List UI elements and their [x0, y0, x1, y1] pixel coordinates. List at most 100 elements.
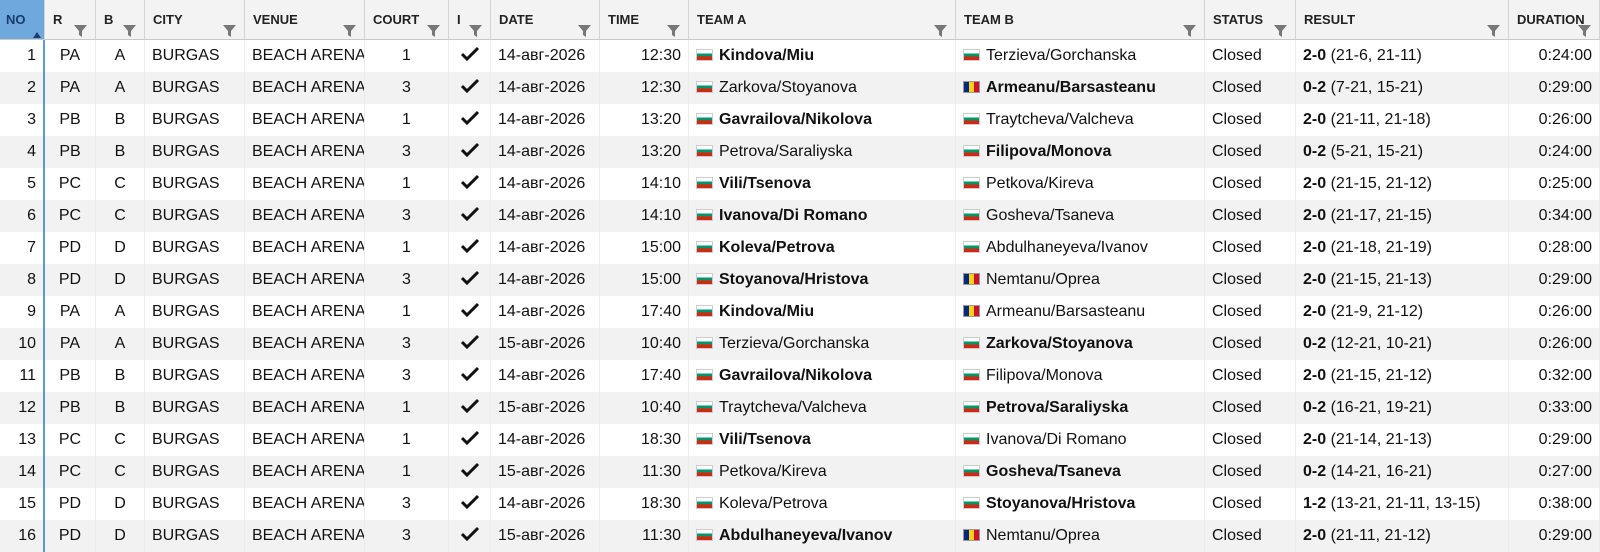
cell: PD [45, 264, 96, 296]
cell-value: BURGAS [152, 111, 220, 128]
cell: Terzieva/Gorchanska [689, 328, 956, 360]
filter-button[interactable] [1487, 13, 1500, 39]
header-label: NO [6, 12, 26, 27]
set-scores: (21-9, 21-12) [1330, 303, 1424, 320]
cell-value: D [114, 527, 126, 544]
flag [963, 177, 980, 189]
cell-value: 7 [27, 239, 36, 256]
cell-value: PD [58, 527, 82, 544]
filter-button[interactable] [1578, 13, 1591, 39]
team-b: Stoyanova/Hristova [986, 495, 1136, 512]
column-header[interactable]: DURATION [1509, 0, 1600, 40]
cell: Closed [1205, 104, 1296, 136]
filter-button[interactable] [74, 13, 87, 39]
column-header[interactable]: B [96, 0, 145, 40]
flag [963, 465, 980, 477]
check-icon [460, 430, 479, 448]
column-header[interactable]: DATE [491, 0, 600, 40]
cell: 12 [0, 392, 45, 424]
cell-value: PB [59, 143, 81, 160]
column-header[interactable]: TIME [600, 0, 689, 40]
flag [963, 241, 980, 253]
team-a: Vili/Tsenova [719, 175, 811, 192]
column-header[interactable]: RESULT [1296, 0, 1509, 40]
cell-value: 18:30 [640, 495, 681, 512]
cell-value: 14-авг-2026 [498, 207, 586, 224]
column-header[interactable]: TEAM B [956, 0, 1205, 40]
cell: PB [45, 360, 96, 392]
flag [696, 529, 713, 541]
cell-value: PC [58, 175, 82, 192]
cell-value: PA [59, 47, 81, 64]
cell: BEACH ARENA [245, 424, 365, 456]
cell-value: 14-авг-2026 [498, 367, 586, 384]
cell: Gosheva/Tsaneva [956, 456, 1205, 488]
cell: PB [45, 392, 96, 424]
column-header[interactable]: CITY [145, 0, 245, 40]
cell-value: 0:25:00 [1538, 175, 1592, 192]
cell-value: 1 [402, 303, 411, 320]
cell: 13:20 [600, 136, 689, 168]
filter-button[interactable] [934, 13, 947, 39]
cell: Zarkova/Stoyanova [956, 328, 1205, 360]
filter-button[interactable] [343, 13, 356, 39]
team-a: Zarkova/Stoyanova [719, 79, 857, 96]
filter-button[interactable] [1274, 13, 1287, 39]
match-score: 2-0 [1303, 239, 1327, 256]
filter-button[interactable] [427, 13, 440, 39]
match-score: 0-2 [1303, 399, 1327, 416]
team-a: Petrova/Saraliyska [719, 143, 853, 160]
column-header[interactable]: COURT [365, 0, 449, 40]
cell-value: 14-авг-2026 [498, 431, 586, 448]
cell-value: C [114, 175, 126, 192]
filter-button[interactable] [469, 13, 482, 39]
filter-button[interactable] [123, 13, 136, 39]
cell: PA [45, 72, 96, 104]
filter-button[interactable] [1183, 13, 1196, 39]
filter-icon [667, 25, 680, 37]
set-scores: (12-21, 10-21) [1330, 335, 1432, 352]
cell: 2-0 (21-14, 21-13) [1296, 424, 1509, 456]
flag [963, 49, 980, 61]
cell-value: 10:40 [640, 335, 681, 352]
cell-value: 0:26:00 [1538, 335, 1592, 352]
cell-value: A [114, 47, 126, 64]
filter-button[interactable] [667, 13, 680, 39]
column-header[interactable]: I [449, 0, 491, 40]
cell-value: PC [58, 207, 82, 224]
cell-value: Closed [1212, 527, 1262, 544]
check-icon [460, 238, 479, 256]
cell-value: 2 [27, 79, 36, 96]
flag [963, 497, 980, 509]
cell-value: B [114, 143, 126, 160]
checkmark [460, 46, 479, 62]
cell [449, 72, 491, 104]
checkmark [460, 78, 479, 94]
column-header[interactable]: R [45, 0, 96, 40]
cell-value: 14-авг-2026 [498, 303, 586, 320]
column-header[interactable]: NO [0, 0, 45, 40]
team-b: Gosheva/Tsaneva [986, 463, 1121, 480]
filter-icon [1578, 25, 1591, 37]
column-header[interactable]: VENUE [245, 0, 365, 40]
cell: Nemtanu/Oprea [956, 520, 1205, 552]
cell-value: BEACH ARENA [252, 431, 365, 448]
cell: Petkova/Kireva [689, 456, 956, 488]
cell: 15-авг-2026 [491, 456, 600, 488]
sort-indicator [33, 14, 41, 39]
column-header[interactable]: TEAM A [689, 0, 956, 40]
cell: 2-0 (21-18, 21-19) [1296, 232, 1509, 264]
set-scores: (21-15, 21-12) [1330, 175, 1432, 192]
check-icon [460, 302, 479, 320]
column-header[interactable]: STATUS [1205, 0, 1296, 40]
cell: 14-авг-2026 [491, 72, 600, 104]
checkmark [460, 430, 479, 446]
cell [449, 360, 491, 392]
cell-value: 5 [27, 175, 36, 192]
filter-button[interactable] [578, 13, 591, 39]
cell-value: 0:26:00 [1538, 303, 1592, 320]
team-b: Abdulhaneyeva/Ivanov [986, 239, 1148, 256]
cell-value: BEACH ARENA [252, 463, 365, 480]
cell-value: 0:24:00 [1538, 47, 1592, 64]
filter-button[interactable] [223, 13, 236, 39]
